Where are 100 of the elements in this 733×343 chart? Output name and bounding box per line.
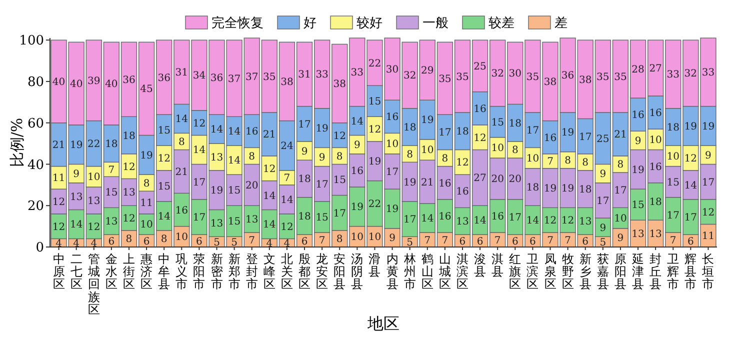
data-label: 32 [684, 68, 698, 80]
data-label: 32 [491, 68, 504, 80]
data-label: 14 [350, 116, 364, 128]
x-tick-label: 卫滨区 [526, 252, 539, 292]
data-label: 13 [70, 192, 83, 203]
data-label: 40 [105, 79, 118, 90]
data-label: 31 [298, 70, 311, 81]
data-label: 13 [649, 229, 662, 240]
y-axis-title: 比例/% [8, 118, 26, 168]
data-label: 7 [318, 235, 326, 246]
data-label: 28 [632, 64, 644, 76]
x-tick-label: 山城区 [438, 252, 451, 292]
data-label: 8 [406, 149, 414, 160]
x-tick-label: 中原区 [52, 252, 65, 292]
data-label: 8 [178, 136, 185, 148]
data-label: 19 [421, 115, 434, 126]
data-label: 8 [336, 151, 343, 162]
data-label: 12 [192, 118, 206, 130]
data-label: 14 [158, 211, 170, 222]
data-label: 17 [316, 179, 328, 190]
x-tick-label: 北关区 [280, 252, 293, 292]
data-label: 16 [491, 211, 504, 222]
data-label: 12 [684, 154, 698, 165]
data-label: 45 [140, 84, 153, 96]
data-label: 7 [424, 235, 431, 246]
data-label: 15 [158, 181, 170, 192]
x-tick-label: 林州市 [402, 252, 416, 292]
data-label: 12 [368, 124, 382, 136]
data-label: 4 [56, 238, 62, 250]
data-label: 21 [263, 130, 276, 141]
data-label: 21 [614, 130, 627, 141]
data-label: 16 [649, 162, 662, 173]
data-label: 22 [368, 199, 382, 210]
data-label: 13 [210, 152, 224, 164]
data-label: 14 [192, 145, 206, 156]
x-tick-label: 安阳县 [334, 252, 346, 292]
data-label: 13 [88, 196, 100, 207]
data-label: 27 [474, 173, 486, 184]
data-label: 8 [564, 156, 571, 167]
data-label: 13 [456, 216, 469, 228]
data-label: 16 [350, 166, 364, 177]
data-label: 8 [512, 145, 518, 156]
data-label: 17 [684, 212, 698, 224]
data-label: 40 [52, 76, 66, 88]
x-tick-label: 获嘉县 [596, 252, 609, 292]
data-label: 15 [158, 126, 170, 137]
data-label: 18 [526, 182, 540, 194]
data-label: 10 [350, 232, 364, 244]
data-label: 30 [508, 68, 522, 80]
data-label: 4 [284, 238, 290, 250]
data-label: 9 [301, 146, 308, 158]
data-label: 35 [614, 72, 627, 83]
legend-label: 好 [304, 16, 316, 31]
data-label: 12 [544, 216, 557, 227]
data-label: 33 [316, 70, 328, 81]
x-tick-label: 荥阳市 [193, 252, 206, 292]
data-label: 10 [175, 232, 188, 244]
data-label: 12 [474, 132, 486, 144]
data-label: 15 [333, 175, 346, 186]
data-label: 22 [368, 58, 382, 70]
data-label: 4 [266, 238, 273, 250]
data-label: 17 [596, 196, 610, 207]
x-tick-label: 殷都区 [298, 252, 311, 292]
legend-label: 一般 [422, 16, 448, 31]
data-label: 19 [350, 202, 364, 214]
data-label: 12 [263, 164, 276, 175]
data-label: 4 [90, 238, 98, 250]
data-label: 18 [649, 196, 662, 208]
x-tick-label: 汤阴县 [351, 252, 364, 292]
data-label: 12 [52, 196, 66, 208]
data-label: 7 [547, 156, 554, 168]
y-tick-label: 0 [36, 240, 44, 256]
x-tick-label: 辉县市 [684, 252, 697, 292]
x-tick-label: 凤泉区 [544, 252, 556, 292]
data-label: 22 [88, 139, 100, 150]
data-label: 7 [248, 235, 256, 246]
data-label: 15 [228, 186, 241, 197]
data-label: 15 [316, 212, 328, 224]
data-label: 7 [494, 235, 501, 246]
y-tick-label: 40 [27, 158, 44, 173]
data-label: 25 [474, 61, 486, 72]
x-tick-label: 封丘县 [650, 252, 662, 292]
data-label: 11 [52, 173, 66, 184]
data-label: 16 [474, 104, 486, 115]
data-label: 13 [122, 188, 136, 199]
data-label: 16 [386, 112, 399, 124]
data-label: 27 [649, 64, 662, 75]
data-label: 6 [196, 236, 202, 248]
data-label: 18 [298, 211, 311, 222]
data-label: 9 [634, 136, 642, 147]
data-label: 17 [386, 166, 399, 178]
data-label: 19 [140, 150, 153, 162]
data-label: 8 [442, 154, 448, 165]
data-label: 15 [632, 200, 644, 212]
data-label: 18 [578, 184, 592, 196]
data-label: 17 [508, 212, 522, 224]
data-label: 9 [354, 140, 360, 152]
data-label: 20 [245, 180, 258, 192]
data-label: 5 [600, 237, 606, 248]
x-tick-label: 新乡县 [579, 252, 592, 292]
